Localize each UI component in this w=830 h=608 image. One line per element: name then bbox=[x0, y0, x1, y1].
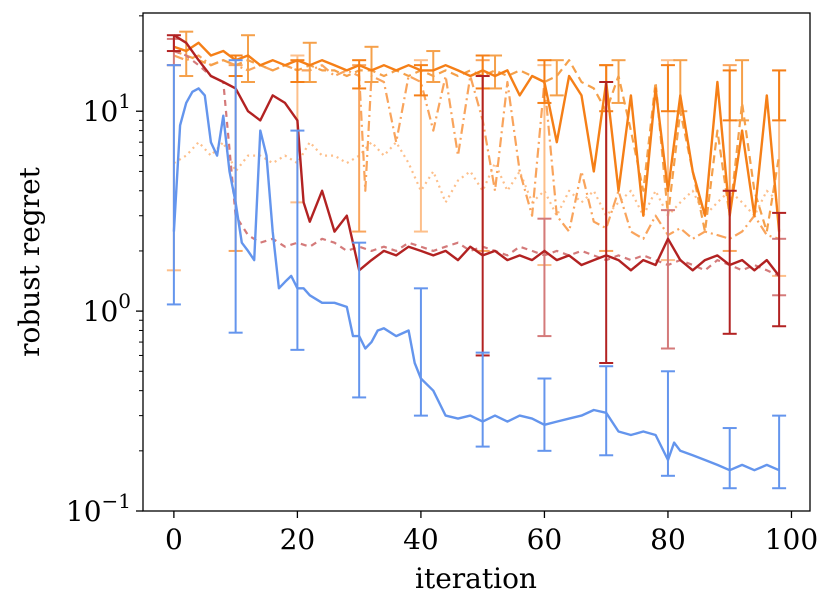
series-2-errorbar bbox=[611, 59, 626, 104]
series-2-errorbar bbox=[179, 30, 194, 78]
series-layer bbox=[166, 30, 787, 490]
series-4-errorbar bbox=[537, 217, 552, 338]
y-axis-label: robust regret bbox=[13, 166, 46, 357]
x-tick-label: 40 bbox=[403, 523, 439, 556]
series-5-errorbar bbox=[772, 211, 787, 328]
plot-background bbox=[143, 13, 810, 511]
x-tick-label: 20 bbox=[280, 523, 316, 556]
series-6-errorbar bbox=[352, 241, 367, 399]
series-2-errorbar bbox=[488, 54, 503, 90]
series-5-errorbar bbox=[722, 189, 737, 335]
series-3-line bbox=[173, 41, 781, 232]
series-5 bbox=[166, 34, 787, 365]
series-6-errorbar bbox=[166, 64, 181, 306]
plot-frame bbox=[142, 12, 811, 512]
axes-layer: 0 20 40 60 80 100 10−1 100 101 bbox=[66, 15, 818, 556]
y-tick-label: 10−1 bbox=[66, 489, 131, 528]
series-5-line bbox=[173, 34, 781, 277]
series-3-errorbar bbox=[352, 59, 367, 90]
series-2-errorbar bbox=[735, 59, 750, 122]
x-tick-label: 0 bbox=[165, 523, 183, 556]
series-6-errorbar bbox=[599, 365, 614, 457]
series-3-errorbar bbox=[722, 69, 737, 122]
series-6-errorbar bbox=[475, 351, 490, 448]
x-tick-label: 60 bbox=[527, 523, 563, 556]
series-6-errorbar bbox=[660, 370, 675, 477]
series-2-errorbar bbox=[240, 34, 255, 84]
series-2-errorbar bbox=[364, 45, 379, 84]
series-6-errorbar bbox=[413, 287, 428, 417]
series-6 bbox=[166, 59, 787, 490]
series-3-errorbar bbox=[290, 59, 305, 84]
series-6-errorbar bbox=[228, 59, 243, 334]
series-2-errorbar bbox=[549, 59, 564, 97]
series-4-errorbar bbox=[660, 209, 675, 350]
series-2-errorbar bbox=[302, 41, 317, 84]
x-tick-label: 80 bbox=[650, 523, 686, 556]
series-5-errorbar bbox=[599, 81, 614, 365]
y-tick-label: 101 bbox=[83, 89, 131, 128]
series-6-line bbox=[172, 87, 780, 472]
series-3-errorbar bbox=[413, 64, 428, 97]
series-5-errorbar bbox=[166, 34, 181, 53]
series-6-errorbar bbox=[537, 377, 552, 452]
series-6-errorbar bbox=[772, 414, 787, 490]
series-6-errorbar bbox=[722, 427, 737, 490]
y-tick-label: 100 bbox=[83, 289, 131, 328]
series-3-errorbar bbox=[772, 69, 787, 122]
series-3-errorbar bbox=[660, 64, 675, 113]
series-0-line bbox=[173, 141, 780, 217]
x-axis-label: iteration bbox=[415, 562, 537, 595]
series-6-errorbar bbox=[290, 129, 305, 351]
series-3-errorbar bbox=[537, 59, 552, 104]
x-tick-label: 100 bbox=[765, 523, 818, 556]
series-2-errorbar bbox=[426, 50, 441, 84]
